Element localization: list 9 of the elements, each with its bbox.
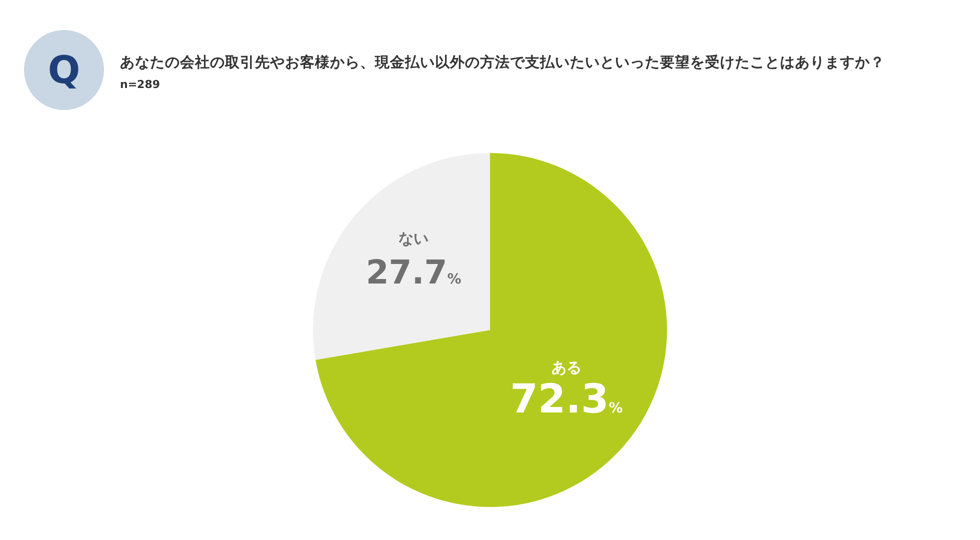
text: n=289 (120, 78, 160, 91)
data-label: 72.3% (510, 376, 623, 422)
badge: Q (24, 30, 104, 110)
slice-label: ある (551, 358, 582, 376)
pie-slice (316, 153, 667, 507)
chart-title: あなたの会社の取引先やお客様から、現金払い以外の方法で支払いたいといった要望を受けたことはありますか？ (120, 53, 885, 71)
pie-slice (313, 153, 490, 360)
slice-label: ない (398, 230, 429, 248)
data-label: 27.7% (366, 252, 462, 292)
